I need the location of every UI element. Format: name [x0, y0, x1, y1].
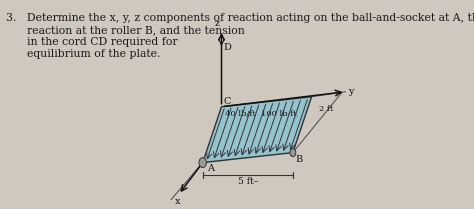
Text: in the cord CD required for: in the cord CD required for [6, 37, 178, 47]
Circle shape [290, 149, 296, 157]
Text: B: B [296, 155, 303, 164]
Text: x: x [175, 198, 181, 206]
Text: 3.   Determine the x, y, z components of reaction acting on the ball-and-socket : 3. Determine the x, y, z components of r… [6, 13, 474, 23]
Text: reaction at the roller B, and the tension: reaction at the roller B, and the tensio… [6, 25, 245, 35]
Text: 5 ft–: 5 ft– [237, 177, 258, 186]
Text: z: z [215, 19, 220, 28]
Text: 2 ft: 2 ft [319, 105, 334, 113]
Text: 40 lb/ft: 40 lb/ft [225, 110, 256, 118]
Text: equilibrium of the plate.: equilibrium of the plate. [6, 49, 160, 59]
Text: 100 lb·ft: 100 lb·ft [261, 110, 296, 118]
Polygon shape [203, 97, 311, 163]
Text: A: A [207, 164, 214, 173]
Text: C: C [223, 97, 230, 106]
Text: y: y [347, 87, 353, 96]
Text: D: D [223, 43, 231, 52]
Circle shape [199, 158, 207, 168]
